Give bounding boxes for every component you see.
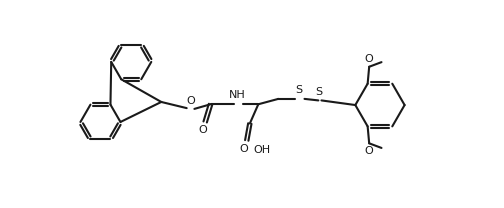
Text: O: O [199, 125, 207, 135]
Text: O: O [365, 146, 373, 156]
Text: S: S [295, 85, 303, 95]
Text: S: S [315, 87, 322, 97]
Text: O: O [186, 96, 195, 106]
Text: O: O [365, 54, 373, 64]
Text: O: O [239, 144, 248, 154]
Text: OH: OH [253, 145, 270, 155]
Text: NH: NH [229, 90, 246, 100]
